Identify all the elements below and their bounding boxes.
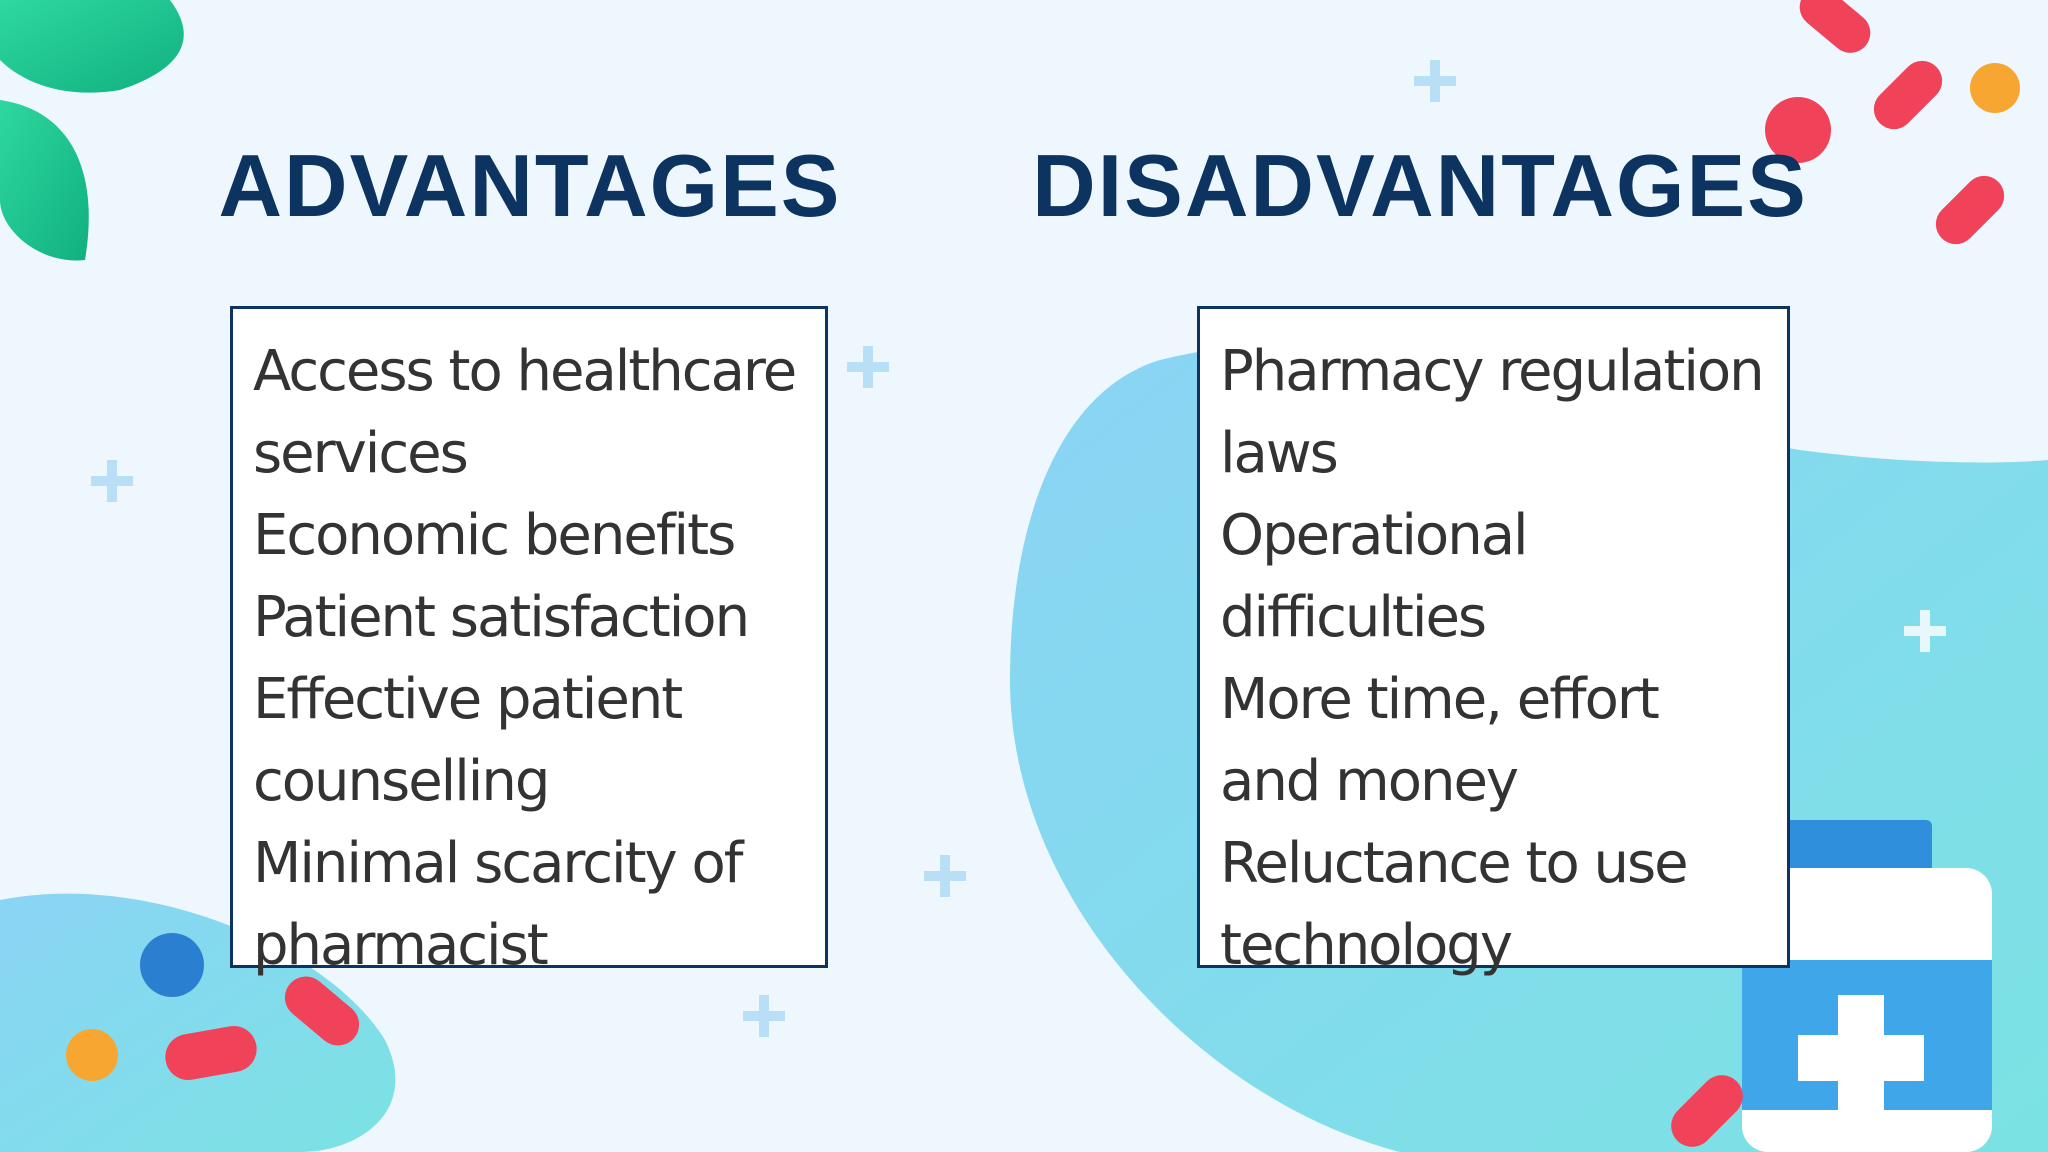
column-title: DISADVANTAGES bbox=[1032, 136, 1808, 235]
list-item: Effective patient counselling bbox=[253, 667, 683, 814]
list-box: Access to healthcare services Economic be… bbox=[230, 306, 828, 978]
list-item: Patient satisfaction bbox=[253, 585, 750, 650]
list-item: Reluctance to use technology bbox=[1220, 831, 1689, 978]
list-item: Access to healthcare services bbox=[253, 339, 797, 486]
column-title: ADVANTAGES bbox=[218, 136, 842, 235]
list-item: Minimal scarcity of pharmacist bbox=[253, 831, 743, 978]
list-item: Pharmacy regulation laws bbox=[1220, 339, 1765, 486]
list-box: Pharmacy regulation laws Operational diff… bbox=[1197, 306, 1790, 978]
list-item: More time, effort and money bbox=[1220, 667, 1660, 814]
list-item: Operational difficulties bbox=[1220, 503, 1529, 650]
list-item: Economic benefits bbox=[253, 503, 736, 568]
